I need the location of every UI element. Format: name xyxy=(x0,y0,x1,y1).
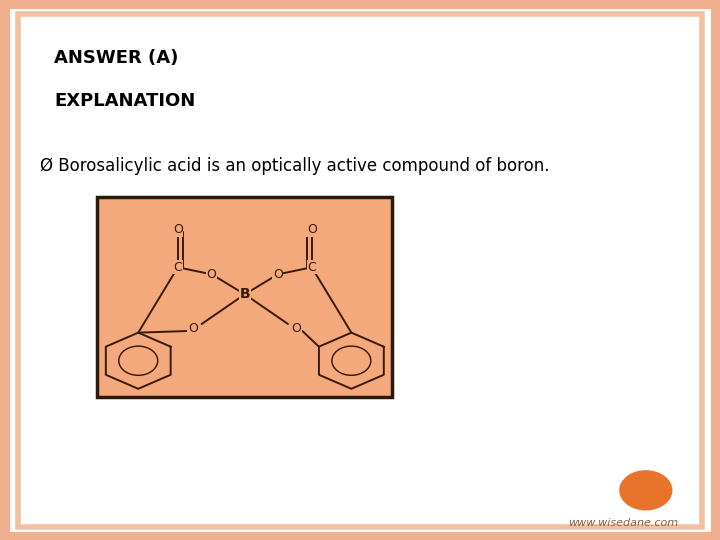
Text: O: O xyxy=(273,268,283,281)
Text: www.wisedane.com: www.wisedane.com xyxy=(568,518,678,528)
Text: O: O xyxy=(207,268,217,281)
Circle shape xyxy=(620,471,672,510)
Text: O: O xyxy=(173,223,183,236)
Text: ANSWER (A): ANSWER (A) xyxy=(54,49,179,66)
Text: B: B xyxy=(240,287,250,301)
Text: O: O xyxy=(188,322,198,335)
Text: O: O xyxy=(307,223,317,236)
Text: Ø Borosalicylic acid is an optically active compound of boron.: Ø Borosalicylic acid is an optically act… xyxy=(40,157,549,174)
Text: EXPLANATION: EXPLANATION xyxy=(54,92,195,110)
Text: C: C xyxy=(307,261,316,274)
FancyBboxPatch shape xyxy=(97,197,392,397)
Text: C: C xyxy=(174,261,182,274)
Text: O: O xyxy=(292,322,302,335)
